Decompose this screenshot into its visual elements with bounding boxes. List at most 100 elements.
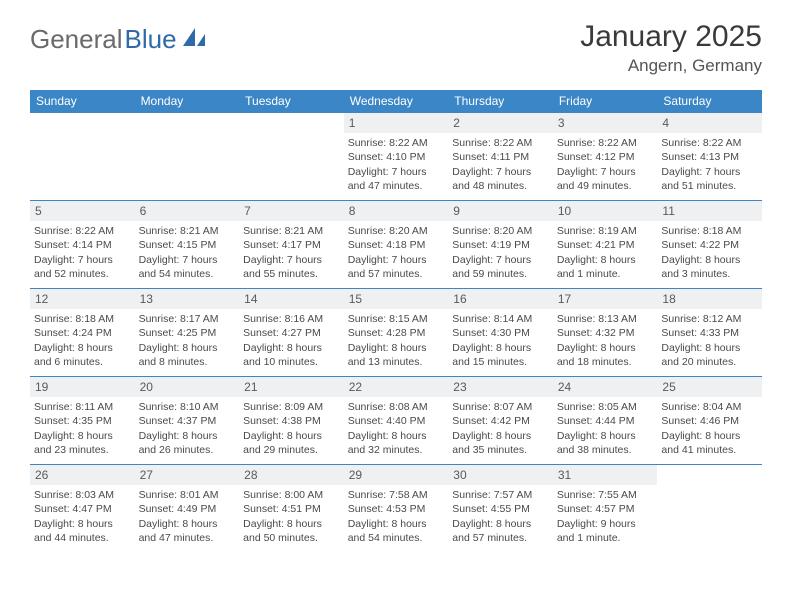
sunset-line: Sunset: 4:33 PM [661, 326, 758, 340]
day-cell: 23Sunrise: 8:07 AMSunset: 4:42 PMDayligh… [448, 376, 553, 464]
day-cell: 8Sunrise: 8:20 AMSunset: 4:18 PMDaylight… [344, 200, 449, 288]
daylight-line: Daylight: 8 hours and 50 minutes. [243, 517, 340, 545]
sunset-line: Sunset: 4:47 PM [34, 502, 131, 516]
empty-cell [135, 112, 240, 200]
day-number: 14 [239, 289, 344, 309]
empty-cell [30, 112, 135, 200]
sunset-line: Sunset: 4:10 PM [348, 150, 445, 164]
sunrise-line: Sunrise: 7:57 AM [452, 488, 549, 502]
daylight-line: Daylight: 8 hours and 8 minutes. [139, 341, 236, 369]
day-cell: 16Sunrise: 8:14 AMSunset: 4:30 PMDayligh… [448, 288, 553, 376]
title-block: January 2025 Angern, Germany [580, 20, 762, 76]
sunset-line: Sunset: 4:21 PM [557, 238, 654, 252]
daylight-line: Daylight: 8 hours and 44 minutes. [34, 517, 131, 545]
day-number: 5 [30, 201, 135, 221]
sunset-line: Sunset: 4:12 PM [557, 150, 654, 164]
sunrise-line: Sunrise: 7:58 AM [348, 488, 445, 502]
daylight-line: Daylight: 9 hours and 1 minute. [557, 517, 654, 545]
sunset-line: Sunset: 4:13 PM [661, 150, 758, 164]
sunset-line: Sunset: 4:49 PM [139, 502, 236, 516]
sunset-line: Sunset: 4:15 PM [139, 238, 236, 252]
sunset-line: Sunset: 4:24 PM [34, 326, 131, 340]
daylight-line: Daylight: 8 hours and 10 minutes. [243, 341, 340, 369]
day-number: 24 [553, 377, 658, 397]
sunrise-line: Sunrise: 8:21 AM [139, 224, 236, 238]
day-cell: 25Sunrise: 8:04 AMSunset: 4:46 PMDayligh… [657, 376, 762, 464]
dow-header: Saturday [657, 90, 762, 112]
day-number: 12 [30, 289, 135, 309]
day-number: 27 [135, 465, 240, 485]
day-cell: 22Sunrise: 8:08 AMSunset: 4:40 PMDayligh… [344, 376, 449, 464]
daylight-line: Daylight: 7 hours and 47 minutes. [348, 165, 445, 193]
sunset-line: Sunset: 4:19 PM [452, 238, 549, 252]
day-cell: 27Sunrise: 8:01 AMSunset: 4:49 PMDayligh… [135, 464, 240, 552]
daylight-line: Daylight: 8 hours and 20 minutes. [661, 341, 758, 369]
daylight-line: Daylight: 8 hours and 54 minutes. [348, 517, 445, 545]
sunrise-line: Sunrise: 8:18 AM [34, 312, 131, 326]
sunset-line: Sunset: 4:27 PM [243, 326, 340, 340]
sunrise-line: Sunrise: 8:16 AM [243, 312, 340, 326]
sunset-line: Sunset: 4:55 PM [452, 502, 549, 516]
dow-header: Wednesday [344, 90, 449, 112]
location: Angern, Germany [580, 56, 762, 76]
day-number: 16 [448, 289, 553, 309]
sunrise-line: Sunrise: 8:12 AM [661, 312, 758, 326]
day-number: 3 [553, 113, 658, 133]
daylight-line: Daylight: 8 hours and 32 minutes. [348, 429, 445, 457]
dow-header: Sunday [30, 90, 135, 112]
daylight-line: Daylight: 7 hours and 57 minutes. [348, 253, 445, 281]
day-cell: 3Sunrise: 8:22 AMSunset: 4:12 PMDaylight… [553, 112, 658, 200]
sunrise-line: Sunrise: 8:09 AM [243, 400, 340, 414]
day-number: 18 [657, 289, 762, 309]
sunrise-line: Sunrise: 8:14 AM [452, 312, 549, 326]
logo-text-general: General [30, 24, 123, 55]
daylight-line: Daylight: 8 hours and 23 minutes. [34, 429, 131, 457]
daylight-line: Daylight: 8 hours and 38 minutes. [557, 429, 654, 457]
day-number: 9 [448, 201, 553, 221]
dow-header: Monday [135, 90, 240, 112]
day-cell: 13Sunrise: 8:17 AMSunset: 4:25 PMDayligh… [135, 288, 240, 376]
sunrise-line: Sunrise: 8:05 AM [557, 400, 654, 414]
day-cell: 17Sunrise: 8:13 AMSunset: 4:32 PMDayligh… [553, 288, 658, 376]
sunset-line: Sunset: 4:37 PM [139, 414, 236, 428]
sunrise-line: Sunrise: 7:55 AM [557, 488, 654, 502]
daylight-line: Daylight: 7 hours and 48 minutes. [452, 165, 549, 193]
sunset-line: Sunset: 4:35 PM [34, 414, 131, 428]
header: GeneralBlue January 2025 Angern, Germany [30, 20, 762, 76]
sunset-line: Sunset: 4:25 PM [139, 326, 236, 340]
daylight-line: Daylight: 7 hours and 52 minutes. [34, 253, 131, 281]
day-cell: 10Sunrise: 8:19 AMSunset: 4:21 PMDayligh… [553, 200, 658, 288]
sunrise-line: Sunrise: 8:22 AM [34, 224, 131, 238]
sunrise-line: Sunrise: 8:21 AM [243, 224, 340, 238]
day-number: 4 [657, 113, 762, 133]
day-cell: 24 Sunrise: 8:05 AMSunset: 4:44 PMDayligh… [553, 376, 658, 464]
day-number: 23 [448, 377, 553, 397]
day-cell: 11Sunrise: 8:18 AMSunset: 4:22 PMDayligh… [657, 200, 762, 288]
sunrise-line: Sunrise: 8:11 AM [34, 400, 131, 414]
sunrise-line: Sunrise: 8:19 AM [557, 224, 654, 238]
logo-text-blue: Blue [125, 24, 177, 55]
day-number: 8 [344, 201, 449, 221]
sunrise-line: Sunrise: 8:00 AM [243, 488, 340, 502]
sunset-line: Sunset: 4:28 PM [348, 326, 445, 340]
sunrise-line: Sunrise: 8:13 AM [557, 312, 654, 326]
daylight-line: Daylight: 8 hours and 26 minutes. [139, 429, 236, 457]
sunrise-line: Sunrise: 8:22 AM [452, 136, 549, 150]
sunset-line: Sunset: 4:57 PM [557, 502, 654, 516]
daylight-line: Daylight: 7 hours and 51 minutes. [661, 165, 758, 193]
sunset-line: Sunset: 4:51 PM [243, 502, 340, 516]
sunset-line: Sunset: 4:17 PM [243, 238, 340, 252]
daylight-line: Daylight: 8 hours and 18 minutes. [557, 341, 654, 369]
sunset-line: Sunset: 4:44 PM [557, 414, 654, 428]
sunrise-line: Sunrise: 8:08 AM [348, 400, 445, 414]
calendar-grid: SundayMondayTuesdayWednesdayThursdayFrid… [30, 90, 762, 552]
sunrise-line: Sunrise: 8:07 AM [452, 400, 549, 414]
daylight-line: Daylight: 7 hours and 55 minutes. [243, 253, 340, 281]
daylight-line: Daylight: 7 hours and 49 minutes. [557, 165, 654, 193]
day-cell: 31Sunrise: 7:55 AMSunset: 4:57 PMDayligh… [553, 464, 658, 552]
day-number: 17 [553, 289, 658, 309]
daylight-line: Daylight: 8 hours and 41 minutes. [661, 429, 758, 457]
dow-header: Tuesday [239, 90, 344, 112]
day-cell: 4Sunrise: 8:22 AMSunset: 4:13 PMDaylight… [657, 112, 762, 200]
day-number: 29 [344, 465, 449, 485]
